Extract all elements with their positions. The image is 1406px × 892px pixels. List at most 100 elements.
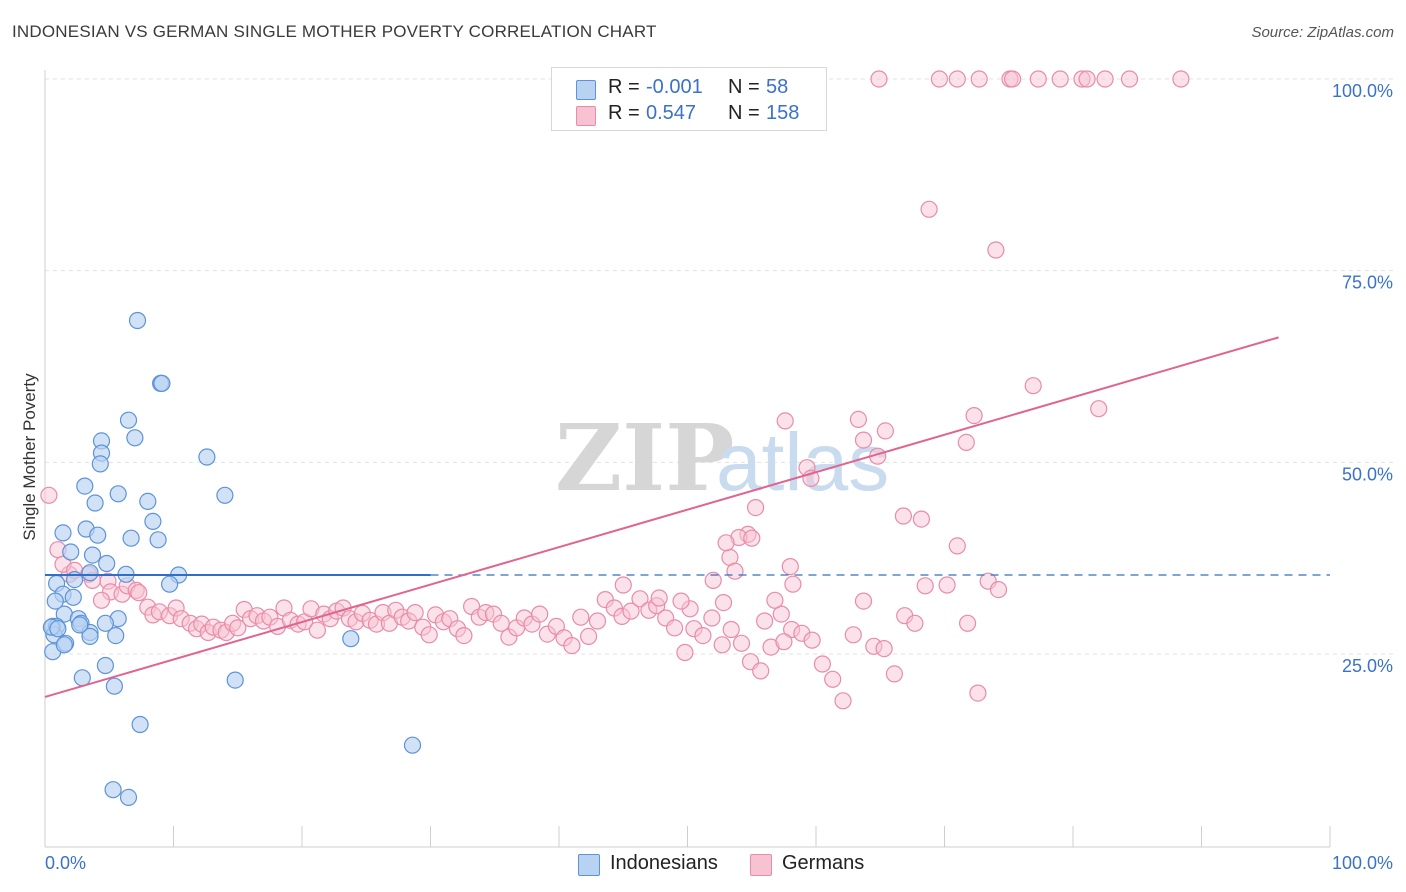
x-tick-label: 0.0%	[45, 853, 86, 873]
data-points	[40, 70, 1190, 807]
germans-point	[665, 619, 684, 637]
indonesians-point	[62, 543, 80, 561]
germans-point	[1051, 70, 1069, 88]
legend-label: Germans	[782, 852, 865, 874]
germans-point	[1003, 70, 1022, 88]
legend-label: Indonesians	[610, 852, 718, 874]
legend-row-germans: R = 0.547 N = 158	[552, 102, 826, 128]
n-value: 58	[766, 76, 789, 98]
germans-point	[746, 499, 765, 517]
germans-point	[870, 70, 888, 88]
germans-point	[781, 557, 799, 576]
germans-point	[588, 612, 607, 630]
germans-point	[965, 407, 983, 425]
n-value: 158	[766, 102, 800, 124]
y-axis-label: Single Mother Poverty	[20, 373, 39, 541]
germans-swatch	[750, 854, 772, 876]
indonesians-point	[81, 627, 99, 646]
germans-point	[938, 576, 956, 594]
indonesians-point	[119, 411, 138, 429]
germans-point	[916, 577, 934, 595]
germans-point	[308, 621, 326, 639]
germans-point	[875, 639, 893, 658]
axes	[44, 70, 1331, 848]
source-label: Source: ZipAtlas.com	[1251, 24, 1394, 41]
germans-point	[713, 636, 731, 654]
indonesians-point	[149, 531, 167, 549]
germans-point	[672, 592, 690, 610]
indonesians-point	[105, 677, 124, 695]
germans-point	[920, 200, 938, 218]
germans-point	[948, 537, 966, 555]
r-value: 0.547	[646, 102, 697, 124]
indonesians-point	[81, 564, 99, 582]
germans-point	[1078, 70, 1096, 88]
indonesians-point	[83, 546, 102, 564]
indonesians-point	[139, 492, 157, 510]
watermark-zip: ZIP	[555, 404, 734, 512]
germans-point	[1172, 70, 1190, 88]
indonesians-point	[65, 570, 84, 589]
germans-point	[694, 626, 712, 645]
indonesians-point	[153, 374, 171, 392]
germans-point	[772, 605, 790, 623]
germans-point	[531, 605, 549, 623]
indonesians-point	[86, 494, 104, 512]
germans-point	[622, 602, 640, 620]
germans-point	[676, 643, 694, 662]
germans-point	[834, 692, 852, 710]
germans-point	[406, 603, 424, 622]
germans-point	[92, 591, 111, 609]
x-tick-label: 100.0%	[1332, 853, 1393, 873]
germans-point	[40, 486, 58, 504]
indonesians-point	[131, 715, 149, 734]
germans-point	[704, 571, 722, 590]
indonesians-swatch	[578, 854, 600, 876]
indonesians-point	[96, 614, 115, 632]
germans-point	[732, 634, 751, 652]
indonesians-point	[226, 671, 244, 689]
r-label: R =	[608, 102, 640, 124]
germans-point	[579, 627, 598, 646]
germans-point	[755, 612, 774, 630]
germans-point	[572, 608, 590, 626]
germans-point	[703, 609, 721, 627]
germans-point	[455, 626, 473, 645]
germans-point	[714, 593, 733, 612]
germans-point	[803, 631, 821, 649]
germans-point	[885, 665, 904, 683]
germans-point	[854, 592, 873, 610]
germans-point	[784, 575, 802, 593]
germans-point	[912, 510, 931, 528]
indonesians-point	[126, 429, 144, 447]
indonesians-point	[144, 512, 162, 531]
grid-lines	[45, 78, 1395, 655]
indonesians-point	[89, 526, 107, 544]
germans-point	[824, 670, 842, 688]
indonesians-point	[55, 636, 73, 654]
indonesians-point	[64, 588, 82, 606]
indonesians-point	[216, 486, 234, 504]
indonesians-point	[104, 781, 122, 799]
germans-point	[1024, 377, 1042, 395]
r-label: R =	[608, 76, 640, 98]
indonesians-point	[119, 788, 138, 807]
indonesians-point	[122, 529, 140, 547]
indonesians-point	[98, 554, 116, 573]
germans-point	[752, 662, 770, 680]
germans-point	[722, 620, 740, 639]
trend-lines	[44, 336, 1330, 698]
germans-point	[726, 562, 744, 580]
germans-point	[492, 614, 510, 632]
germans-point	[844, 626, 862, 644]
germans-point	[563, 636, 581, 655]
indonesians-point	[198, 448, 216, 466]
germans-point	[775, 633, 793, 651]
germans-point	[987, 241, 1005, 259]
germans-point	[948, 70, 966, 88]
germans-point	[894, 507, 913, 525]
germans-point	[849, 410, 868, 428]
indonesians-point	[161, 575, 179, 593]
germans-point	[614, 576, 632, 594]
germans-point	[631, 590, 649, 608]
